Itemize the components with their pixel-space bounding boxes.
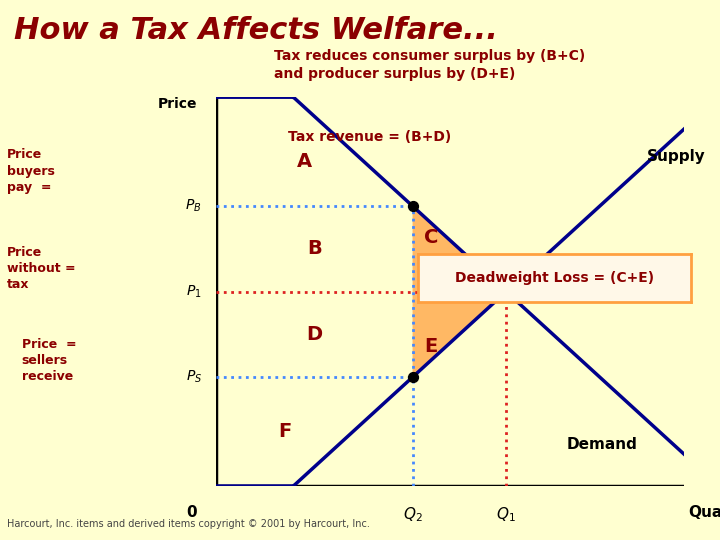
Text: Harcourt, Inc. items and derived items copyright © 2001 by Harcourt, Inc.: Harcourt, Inc. items and derived items c… bbox=[7, 519, 370, 529]
Text: Deadweight Loss = (C+E): Deadweight Loss = (C+E) bbox=[455, 271, 654, 285]
Text: Demand: Demand bbox=[567, 437, 637, 453]
Text: B: B bbox=[307, 239, 322, 258]
Text: A: A bbox=[297, 152, 312, 171]
Point bbox=[407, 202, 418, 211]
Text: 0: 0 bbox=[186, 505, 197, 521]
Text: Supply: Supply bbox=[647, 148, 706, 164]
Text: Price
buyers
pay  =: Price buyers pay = bbox=[7, 148, 55, 193]
Text: Quantity: Quantity bbox=[689, 505, 720, 521]
Text: D: D bbox=[306, 325, 323, 344]
Text: Tax reduces consumer surplus by (B+C)
and producer surplus by (D+E): Tax reduces consumer surplus by (B+C) an… bbox=[274, 49, 585, 81]
Text: Price
without =
tax: Price without = tax bbox=[7, 246, 76, 291]
Text: $P_B$: $P_B$ bbox=[186, 198, 202, 214]
Text: $Q_2$: $Q_2$ bbox=[402, 505, 423, 524]
Point bbox=[500, 287, 512, 296]
Text: Tax revenue = (B+D): Tax revenue = (B+D) bbox=[288, 130, 451, 144]
Text: $P_S$: $P_S$ bbox=[186, 369, 202, 386]
Text: $P_1$: $P_1$ bbox=[186, 284, 202, 300]
Text: Price  =
sellers
receive: Price = sellers receive bbox=[22, 338, 76, 382]
Text: F: F bbox=[278, 422, 292, 441]
Point bbox=[407, 373, 418, 381]
Polygon shape bbox=[413, 206, 506, 377]
Text: E: E bbox=[425, 336, 438, 355]
Text: $Q_1$: $Q_1$ bbox=[496, 505, 516, 524]
Text: C: C bbox=[424, 228, 438, 247]
Text: Price: Price bbox=[158, 97, 197, 111]
Text: How a Tax Affects Welfare...: How a Tax Affects Welfare... bbox=[14, 16, 498, 45]
